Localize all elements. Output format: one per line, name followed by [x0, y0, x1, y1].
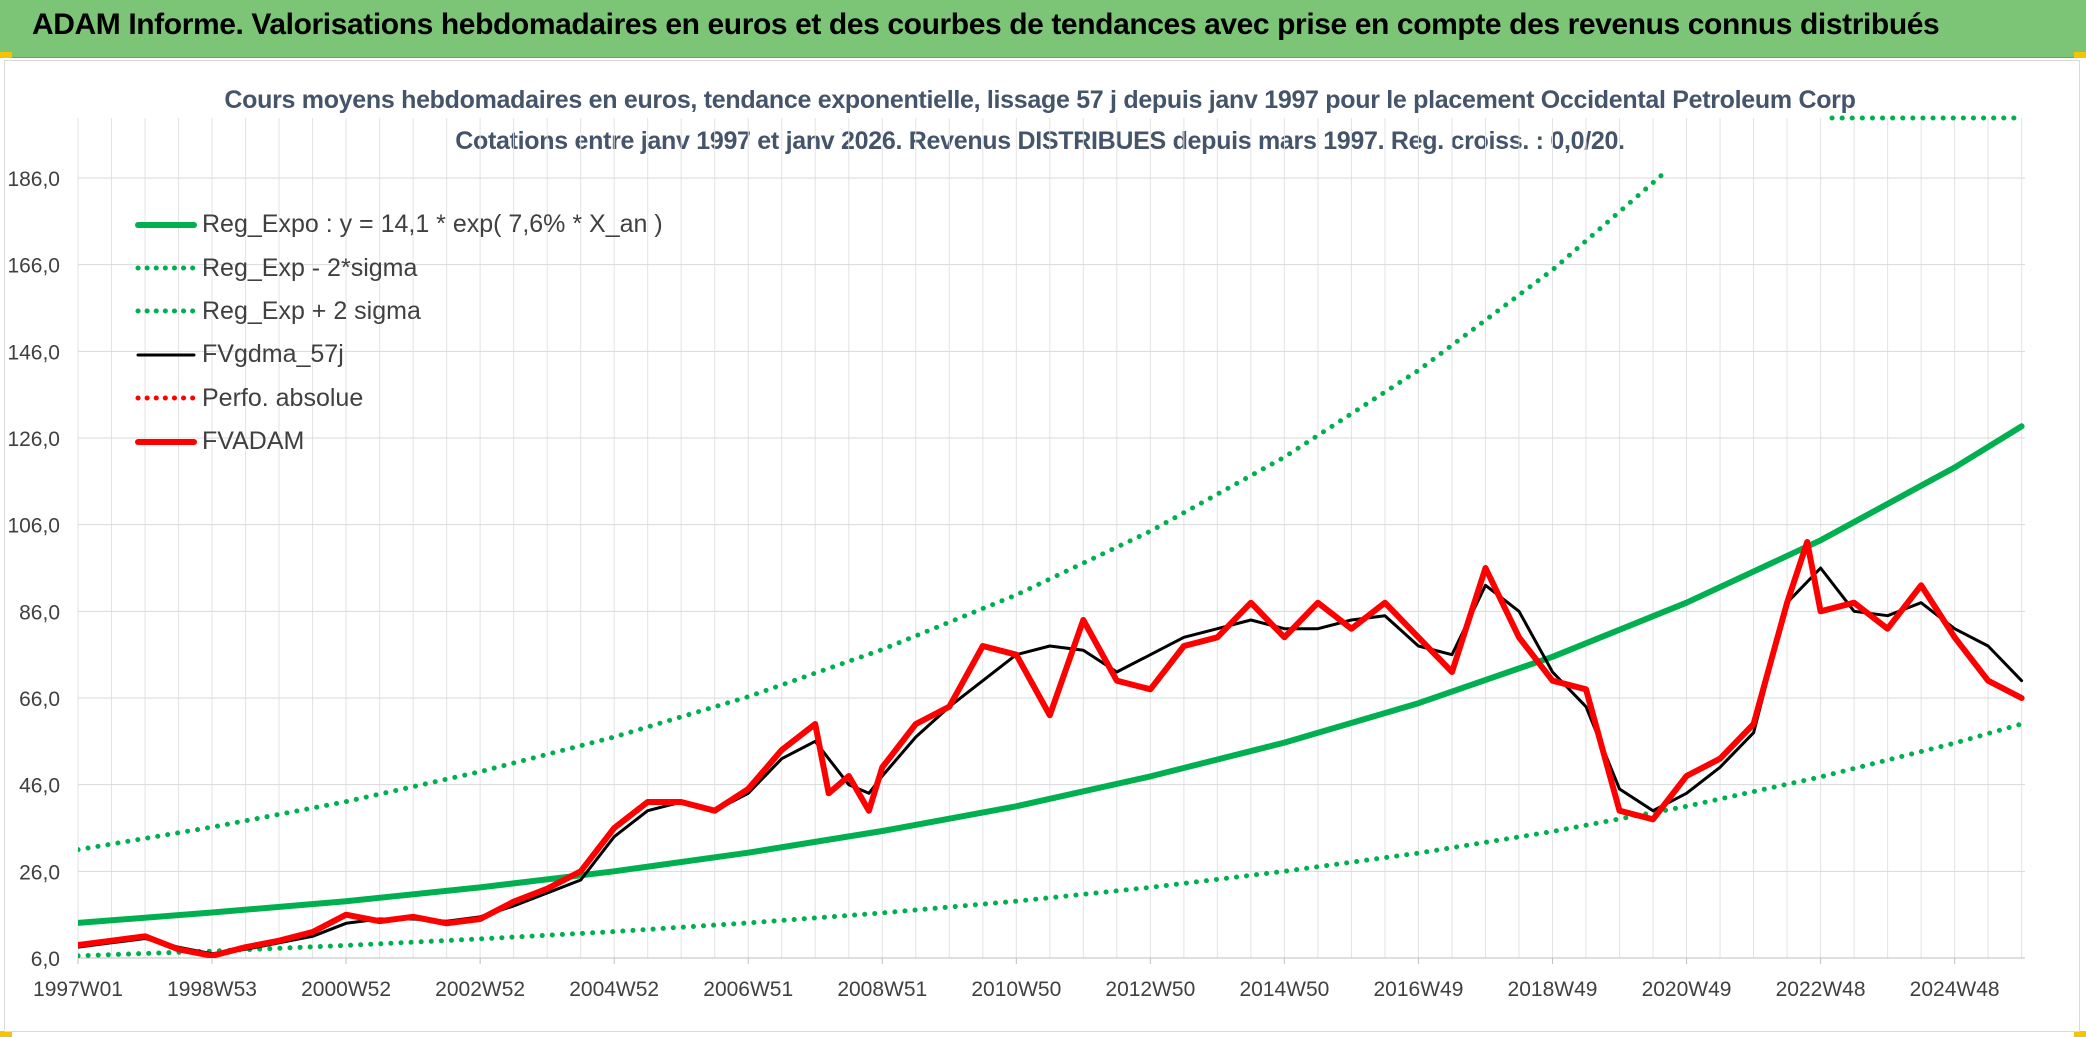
x-tick-label: 2018W49	[1508, 978, 1598, 1001]
y-tick-label: 106,0	[7, 515, 60, 538]
chart-title: Cours moyens hebdomadaires en euros, ten…	[224, 86, 1856, 114]
y-tick-label: 6,0	[31, 948, 60, 971]
x-tick-label: 2000W52	[301, 978, 391, 1001]
legend-item: FVgdma_57j	[134, 333, 663, 376]
y-tick-label: 186,0	[7, 168, 60, 191]
legend-label: Perfo. absolue	[202, 383, 364, 412]
report-title: ADAM Informe. Valorisations hebdomadaire…	[32, 8, 1940, 41]
x-tick-label: 2022W48	[1776, 978, 1866, 1001]
corner-marker	[2074, 52, 2086, 58]
legend-item: Reg_Exp - 2*sigma	[134, 246, 663, 289]
chart-subtitle: Cotations entre janv 1997 et janv 2026. …	[455, 127, 1625, 155]
corner-marker	[0, 1031, 12, 1037]
legend-swatch	[135, 395, 197, 401]
legend-label: Reg_Exp + 2 sigma	[202, 296, 421, 325]
corner-marker	[2074, 1031, 2086, 1037]
legend-swatch	[135, 265, 197, 271]
legend-label: Reg_Exp - 2*sigma	[202, 253, 418, 282]
y-tick-label: 46,0	[19, 775, 60, 798]
x-tick-label: 2002W52	[435, 978, 525, 1001]
legend-swatch	[135, 308, 197, 314]
legend-item: Reg_Expo : y = 14,1 * exp( 7,6% * X_an )	[134, 203, 663, 246]
y-tick-label: 26,0	[19, 861, 60, 884]
x-tick-label: 2024W48	[1910, 978, 2000, 1001]
y-tick-label: 126,0	[7, 428, 60, 451]
legend-label: FVADAM	[202, 427, 305, 456]
x-tick-label: 2012W50	[1105, 978, 1195, 1001]
legend-label: FVgdma_57j	[202, 340, 344, 369]
x-tick-label: 2016W49	[1373, 978, 1463, 1001]
y-tick-label: 86,0	[19, 601, 60, 624]
chart-legend: Reg_Expo : y = 14,1 * exp( 7,6% * X_an )…	[134, 203, 663, 463]
legend-label: Reg_Expo : y = 14,1 * exp( 7,6% * X_an )	[202, 210, 663, 239]
y-tick-label: 146,0	[7, 341, 60, 364]
legend-swatch	[136, 353, 196, 357]
legend-swatch	[135, 221, 197, 228]
x-tick-label: 1998W53	[167, 978, 257, 1001]
legend-swatch	[135, 438, 197, 445]
x-tick-label: 1997W01	[33, 978, 123, 1001]
y-tick-label: 66,0	[19, 688, 60, 711]
report-banner: ADAM Informe. Valorisations hebdomadaire…	[0, 0, 2086, 58]
series-line-2	[78, 166, 1671, 853]
series-line-5	[78, 539, 2025, 958]
x-tick-label: 2020W49	[1642, 978, 1732, 1001]
x-tick-label: 2010W50	[971, 978, 1061, 1001]
corner-marker	[0, 52, 12, 58]
series-line-1	[78, 721, 2025, 958]
x-tick-label: 2006W51	[703, 978, 793, 1001]
legend-item: FVADAM	[134, 420, 663, 463]
x-tick-label: 2008W51	[837, 978, 927, 1001]
y-tick-label: 166,0	[7, 255, 60, 278]
series-line-0	[78, 423, 2025, 926]
x-tick-label: 2014W50	[1239, 978, 1329, 1001]
x-tick-label: 2004W52	[569, 978, 659, 1001]
chart-frame	[4, 60, 2080, 1032]
legend-item: Perfo. absolue	[134, 377, 663, 420]
legend-item: Reg_Exp + 2 sigma	[134, 290, 663, 333]
